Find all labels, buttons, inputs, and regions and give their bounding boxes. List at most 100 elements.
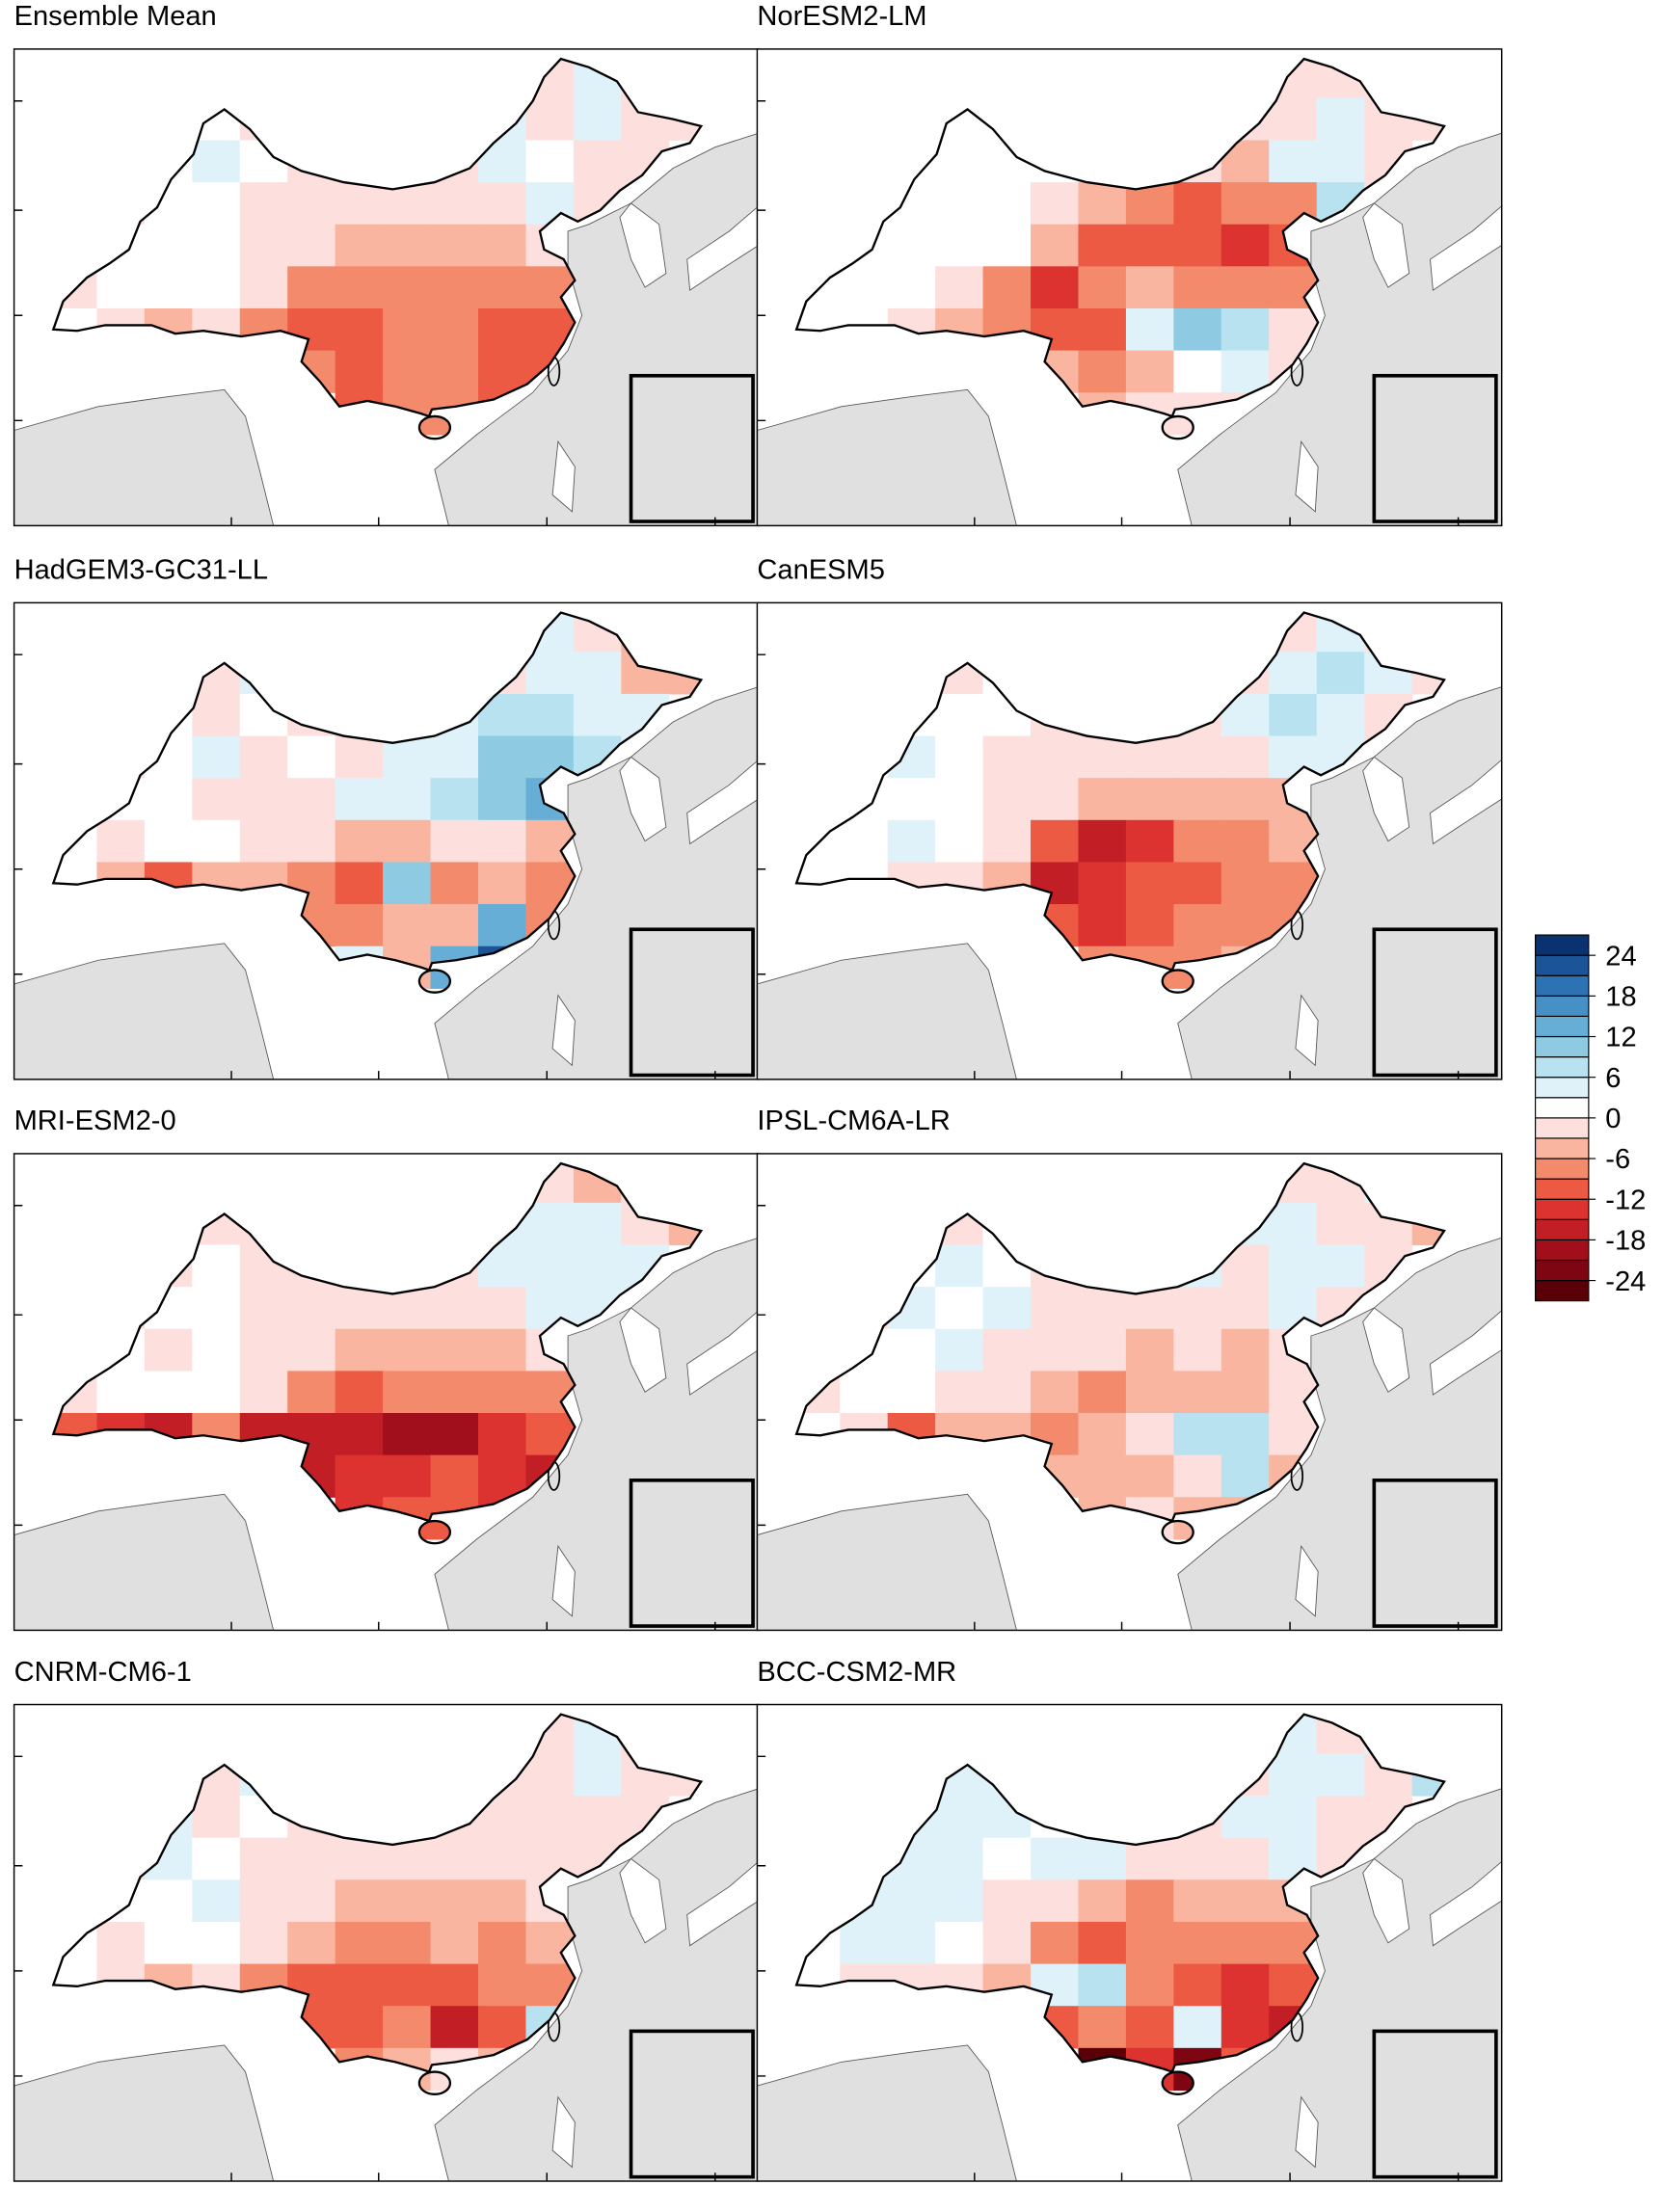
- grid-cell: [1316, 693, 1365, 737]
- grid-cell: [1173, 1837, 1222, 1880]
- grid-cell: [1078, 307, 1127, 352]
- grid-cell: [477, 307, 527, 352]
- grid-cell: [1173, 350, 1222, 393]
- grid-cell: [287, 182, 336, 226]
- grid-cell: [239, 1921, 288, 1965]
- grid-cell: [1125, 904, 1174, 947]
- grid-cell: [935, 224, 984, 267]
- colorbar-label: 0: [1605, 1104, 1621, 1134]
- grid-cell: [1220, 266, 1270, 309]
- grid-cell: [1078, 1287, 1127, 1330]
- grid-cell: [935, 735, 984, 779]
- colorbar-label: 6: [1605, 1063, 1621, 1094]
- grid-cell: [430, 862, 479, 905]
- grid-cell: [935, 1287, 984, 1330]
- map-panel: [12, 1152, 761, 1633]
- grid-cell: [887, 1371, 936, 1414]
- grid-cell: [1173, 2006, 1222, 2049]
- grid-cell: [935, 693, 984, 737]
- grid-cell: [1078, 1413, 1127, 1456]
- grid-cell: [1031, 224, 1080, 267]
- grid-cell: [1220, 1328, 1270, 1372]
- grid-cell: [287, 266, 336, 309]
- colorbar-box: [1535, 1117, 1590, 1139]
- grid-cell: [1173, 224, 1222, 267]
- colorbar-label: 24: [1605, 941, 1636, 972]
- grid-cell: [430, 266, 479, 309]
- grid-cell: [192, 1287, 241, 1330]
- grid-cell: [287, 224, 336, 267]
- grid-cell: [383, 307, 432, 352]
- grid-cell: [1078, 1963, 1127, 2007]
- map-panel: [755, 600, 1504, 1081]
- map-panel: [12, 1702, 761, 2183]
- grid-cell: [1220, 350, 1270, 393]
- map-panel: [12, 47, 761, 528]
- grid-cell: [144, 1328, 193, 1372]
- grid-cell: [1316, 1244, 1365, 1288]
- grid-cell: [335, 307, 384, 352]
- grid-cell: [383, 1454, 432, 1498]
- grid-cell: [144, 224, 193, 267]
- grid-cell: [477, 1287, 527, 1330]
- grid-cell: [1316, 97, 1365, 142]
- colorbar-label: 18: [1605, 982, 1636, 1013]
- grid-cell: [383, 904, 432, 947]
- panel-title: Ensemble Mean: [14, 1, 217, 32]
- grid-cell: [335, 1287, 384, 1330]
- grid-cell: [1125, 224, 1174, 267]
- grid-cell: [239, 1837, 288, 1880]
- grid-cell: [935, 182, 984, 226]
- grid-cell: [144, 1879, 193, 1923]
- grid-cell: [335, 1921, 384, 1965]
- grid-cell: [1031, 266, 1080, 309]
- panel-frame: [756, 1153, 1503, 1632]
- grid-cell: [1078, 1454, 1127, 1498]
- grid-cell: [525, 97, 575, 142]
- grid-cell: [1125, 778, 1174, 821]
- grid-cell: [573, 140, 622, 183]
- grid-cell: [935, 1371, 984, 1414]
- grid-cell: [192, 1879, 241, 1923]
- panel-title: CNRM-CM6-1: [14, 1657, 192, 1688]
- grid-cell: [477, 1921, 527, 1965]
- grid-cell: [335, 1371, 384, 1414]
- grid-cell: [1173, 266, 1222, 309]
- grid-cell: [430, 1413, 479, 1456]
- grid-cell: [287, 1371, 336, 1414]
- grid-cell: [383, 819, 432, 864]
- grid-cell: [335, 862, 384, 905]
- grid-cell: [477, 1413, 527, 1456]
- grid-cell: [887, 1879, 936, 1923]
- colorbar-box: [1535, 1035, 1590, 1058]
- grid-cell: [935, 1796, 984, 1839]
- grid-cell: [335, 2006, 384, 2049]
- grid-cell: [192, 735, 241, 779]
- grid-cell: [982, 1921, 1032, 1965]
- grid-cell: [192, 819, 241, 864]
- grid-cell: [982, 1837, 1032, 1880]
- grid-cell: [935, 1837, 984, 1880]
- grid-cell: [430, 307, 479, 352]
- grid-cell: [335, 735, 384, 779]
- grid-cell: [383, 1328, 432, 1372]
- panel-title: NorESM2-LM: [757, 1, 926, 32]
- colorbar-box: [1535, 995, 1590, 1018]
- grid-cell: [477, 1454, 527, 1498]
- grid-cell: [239, 182, 288, 226]
- grid-cell: [1125, 1454, 1174, 1498]
- grid-cell: [1125, 1328, 1174, 1372]
- grid-cell: [335, 1837, 384, 1880]
- colorbar-label: -12: [1605, 1185, 1646, 1215]
- grid-cell: [1173, 1371, 1222, 1414]
- grid-cell: [1078, 819, 1127, 864]
- grid-cell: [1220, 224, 1270, 267]
- grid-cell: [1125, 1963, 1174, 2007]
- colorbar-box: [1535, 1279, 1590, 1302]
- grid-cell: [982, 1287, 1032, 1330]
- grid-cell: [935, 778, 984, 821]
- colorbar-box: [1535, 1239, 1590, 1262]
- grid-cell: [935, 140, 984, 183]
- grid-cell: [1078, 904, 1127, 947]
- grid-cell: [239, 1371, 288, 1414]
